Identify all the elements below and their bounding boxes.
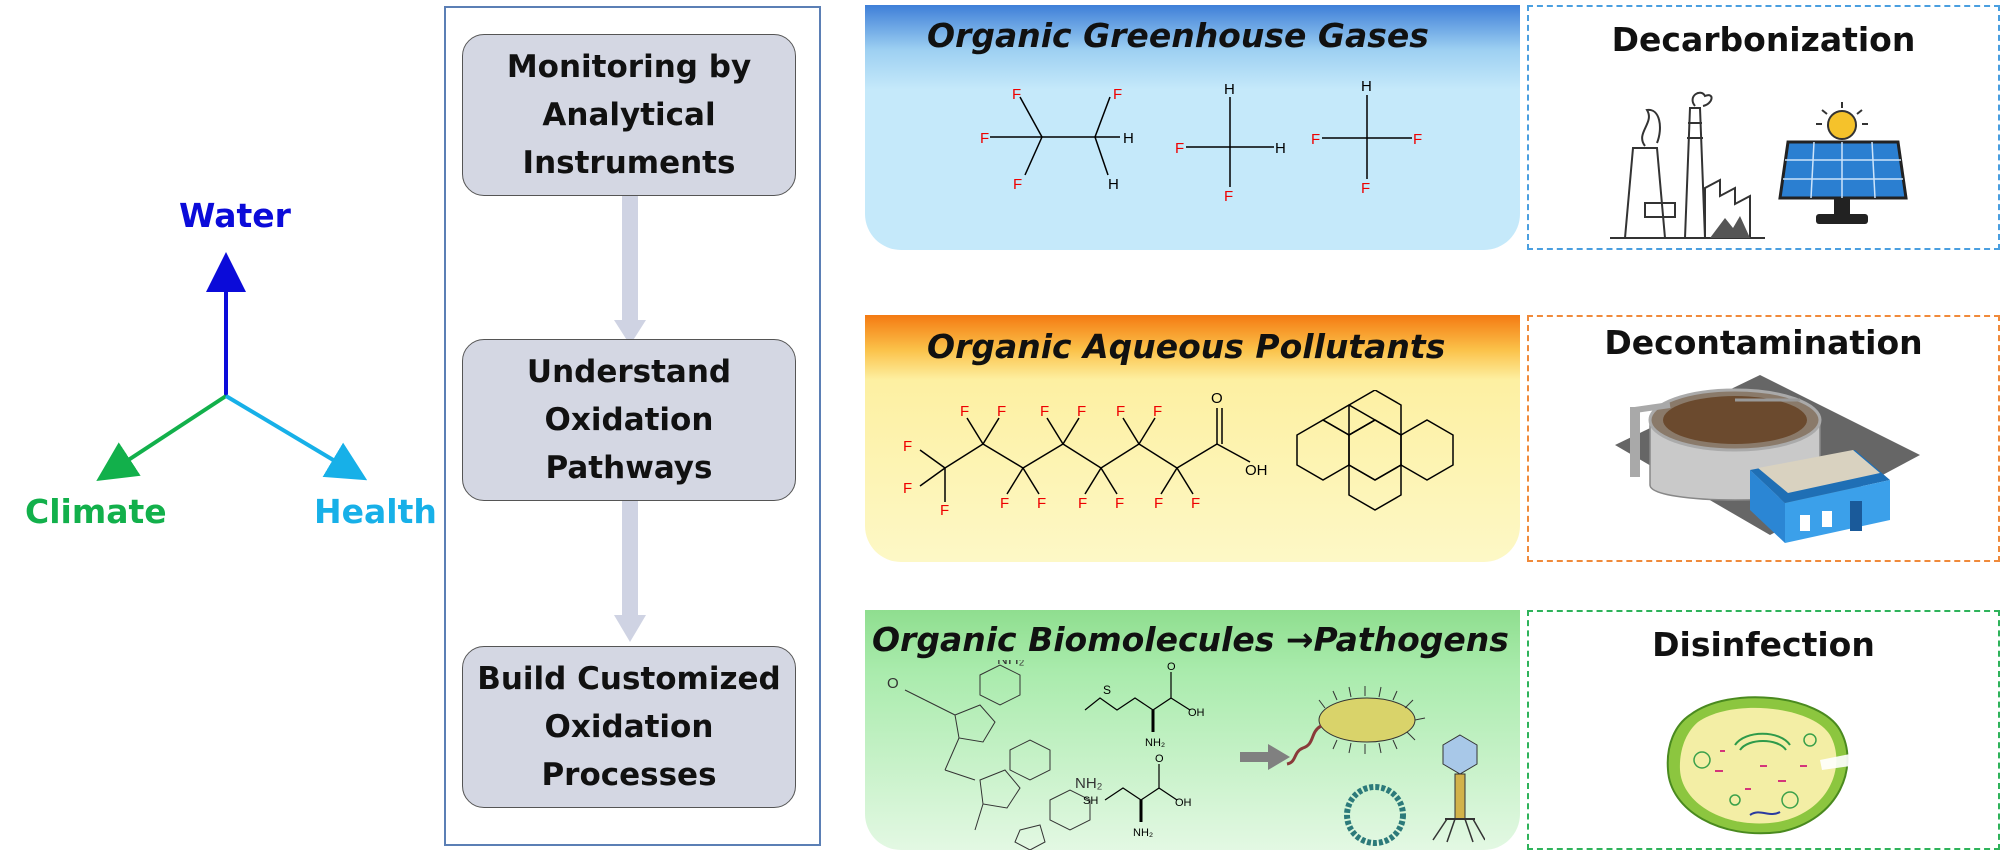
health-axis-arrow <box>224 394 368 481</box>
pfoa-molecule <box>919 408 1251 502</box>
flow-arrow-1-shaft <box>622 195 638 325</box>
arrow-symbol: → <box>1285 620 1314 659</box>
disinfection-title: Disinfection <box>1652 625 1875 664</box>
conversion-arrow <box>1240 744 1290 770</box>
greenhouse-gas-molecules: F F F F H H H F H F H F F F <box>980 78 1422 205</box>
methyl-fluoride-molecule <box>1186 97 1274 187</box>
svg-text:F: F <box>997 403 1006 420</box>
svg-text:F: F <box>960 403 969 420</box>
flow-arrow-2-head <box>614 615 646 642</box>
aqueous-pollutants-title: Organic Aqueous Pollutants <box>927 327 1446 366</box>
decontamination-box: Decontamination <box>1527 315 2000 562</box>
flow-step-oxidation-pathways: Understand Oxidation Pathways <box>462 339 796 501</box>
svg-text:F: F <box>1115 495 1124 512</box>
svg-text:F: F <box>1078 495 1087 512</box>
svg-text:F: F <box>1191 495 1200 512</box>
svg-text:O: O <box>1211 390 1223 407</box>
water-treatment-plant-icon <box>1615 375 1920 543</box>
nucleotide-structure <box>904 664 1091 850</box>
svg-text:F: F <box>1154 495 1163 512</box>
cysteine-structure <box>1104 764 1178 822</box>
greenhouse-gases-panel <box>865 5 1520 250</box>
hfc-134-molecule <box>990 96 1120 176</box>
svg-text:NH₂: NH₂ <box>1133 827 1153 839</box>
svg-text:F: F <box>1175 140 1184 157</box>
svg-text:F: F <box>1413 131 1422 148</box>
svg-text:NH₂: NH₂ <box>997 660 1025 668</box>
disinfection-box: Disinfection <box>1527 610 2000 850</box>
flow-step-monitoring: Monitoring by Analytical Instruments <box>462 34 796 196</box>
decarbonization-box: Decarbonization <box>1527 5 2000 250</box>
svg-text:H: H <box>1108 176 1119 193</box>
trifluoromethane-molecule <box>1322 95 1412 179</box>
svg-text:SH: SH <box>1083 795 1098 807</box>
biomolecule-structures: O NH₂ NH₂ S O OH NH₂ SH O OH NH₂ <box>887 660 1485 850</box>
svg-text:F: F <box>1040 403 1049 420</box>
factory-icon <box>1610 91 1765 239</box>
water-label: Water <box>179 196 291 235</box>
methionine-structure <box>1084 672 1191 732</box>
plasmid-ring-icon <box>1344 784 1406 846</box>
bacterial-cell-icon <box>1666 696 1865 835</box>
svg-text:H: H <box>1275 140 1286 157</box>
flow-arrows <box>614 195 646 642</box>
biomolecules-panel <box>865 610 1520 850</box>
svg-text:F: F <box>1013 176 1022 193</box>
svg-text:H: H <box>1123 130 1134 147</box>
svg-text:F: F <box>1113 86 1122 103</box>
health-label: Health <box>314 492 437 531</box>
aqueous-pollutants-panel <box>865 315 1520 562</box>
svg-text:F: F <box>1153 403 1162 420</box>
decontamination-title: Decontamination <box>1604 323 1923 362</box>
flow-arrow-1-head <box>614 320 646 345</box>
svg-text:F: F <box>903 438 912 455</box>
svg-text:O: O <box>1167 661 1176 673</box>
svg-text:F: F <box>1224 188 1233 205</box>
svg-text:S: S <box>1103 683 1111 697</box>
svg-text:F: F <box>1361 180 1370 197</box>
aqueous-pollutant-molecules: F F F F F F F F F F F F F F F O OH <box>903 390 1454 519</box>
svg-text:OH: OH <box>1188 707 1205 719</box>
svg-text:O: O <box>1155 753 1164 765</box>
decarbonization-title: Decarbonization <box>1611 20 1916 59</box>
svg-text:OH: OH <box>1245 462 1268 479</box>
pyrene-molecule <box>1296 390 1454 511</box>
svg-text:NH₂: NH₂ <box>1145 737 1165 749</box>
svg-text:F: F <box>1000 495 1009 512</box>
svg-text:F: F <box>1037 495 1046 512</box>
svg-text:F: F <box>1311 131 1320 148</box>
workflow-panel <box>444 6 821 846</box>
biomolecules-title: Organic Biomolecules →Pathogens <box>872 620 1509 659</box>
svg-text:H: H <box>1361 78 1372 95</box>
bacteriophage-icon <box>1432 734 1485 843</box>
svg-text:F: F <box>980 130 989 147</box>
flow-step-oxidation-processes: Build Customized Oxidation Processes <box>462 646 796 808</box>
svg-text:F: F <box>903 480 912 497</box>
svg-text:F: F <box>1116 403 1125 420</box>
flow-arrow-2-shaft <box>622 500 638 620</box>
svg-text:F: F <box>940 502 949 519</box>
svg-text:F: F <box>1077 403 1086 420</box>
greenhouse-gases-title: Organic Greenhouse Gases <box>927 16 1429 55</box>
climate-label: Climate <box>25 492 167 531</box>
svg-text:NH₂: NH₂ <box>1075 775 1103 792</box>
solar-panel-icon <box>1778 102 1908 224</box>
svg-text:F: F <box>1012 86 1021 103</box>
svg-text:H: H <box>1224 81 1235 98</box>
svg-text:OH: OH <box>1175 797 1192 809</box>
bacterium-icon <box>1286 686 1426 766</box>
climate-axis-arrow <box>96 394 228 481</box>
svg-text:O: O <box>887 675 899 692</box>
axes-diagram <box>96 252 368 481</box>
